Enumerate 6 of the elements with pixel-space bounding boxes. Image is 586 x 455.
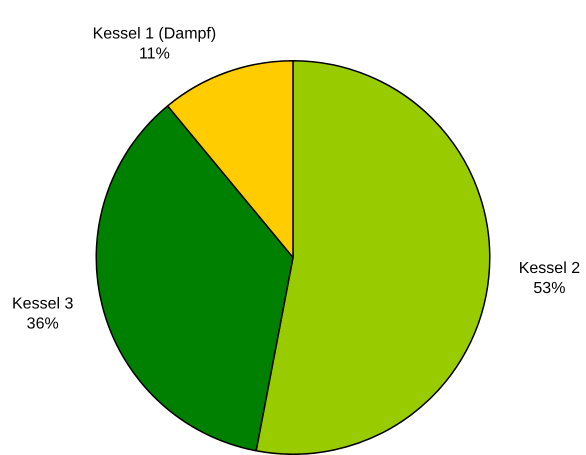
data-label: 53% xyxy=(533,280,566,298)
slice-label: Kessel 1 (Dampf) xyxy=(92,26,216,43)
slice-label: Kessel 3 xyxy=(12,295,74,312)
data-label: 36% xyxy=(26,315,59,332)
slice-label: Kessel 2 xyxy=(518,260,580,278)
data-label: 11% xyxy=(138,46,170,63)
